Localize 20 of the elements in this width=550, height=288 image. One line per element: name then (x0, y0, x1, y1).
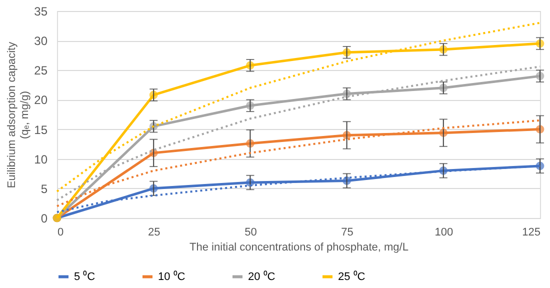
y-tick-label: 30 (34, 34, 48, 48)
x-tick-label: 125 (522, 226, 540, 238)
y-tick-label: 25 (34, 64, 48, 78)
x-tick-label: 50 (244, 226, 257, 238)
legend-label: 20 ⁰C (248, 270, 276, 283)
x-tick-label: 25 (148, 226, 160, 238)
y-tick-label: 15 (34, 122, 48, 137)
x-tick-label: 75 (341, 226, 354, 238)
x-tick-label: 0 (58, 226, 64, 238)
legend-label: 25 ⁰C (338, 270, 366, 283)
y-tick-label: 0 (40, 212, 48, 226)
x-tick-label: 100 (434, 226, 454, 238)
legend-label: 10 ⁰C (158, 270, 186, 283)
y-tick-label: 20 (34, 93, 48, 108)
y-tick-label: 35 (34, 4, 48, 18)
y-tick-label: 10 (34, 152, 48, 166)
legend-label: 5 ⁰C (74, 270, 96, 283)
y-tick-label: 5 (40, 182, 48, 196)
y-axis-title: Euilibrium adsorption capacity (qₑ, mg/g) (6, 41, 32, 188)
x-axis-title: The initial concentrations of phosphate, mg/L (190, 242, 408, 254)
